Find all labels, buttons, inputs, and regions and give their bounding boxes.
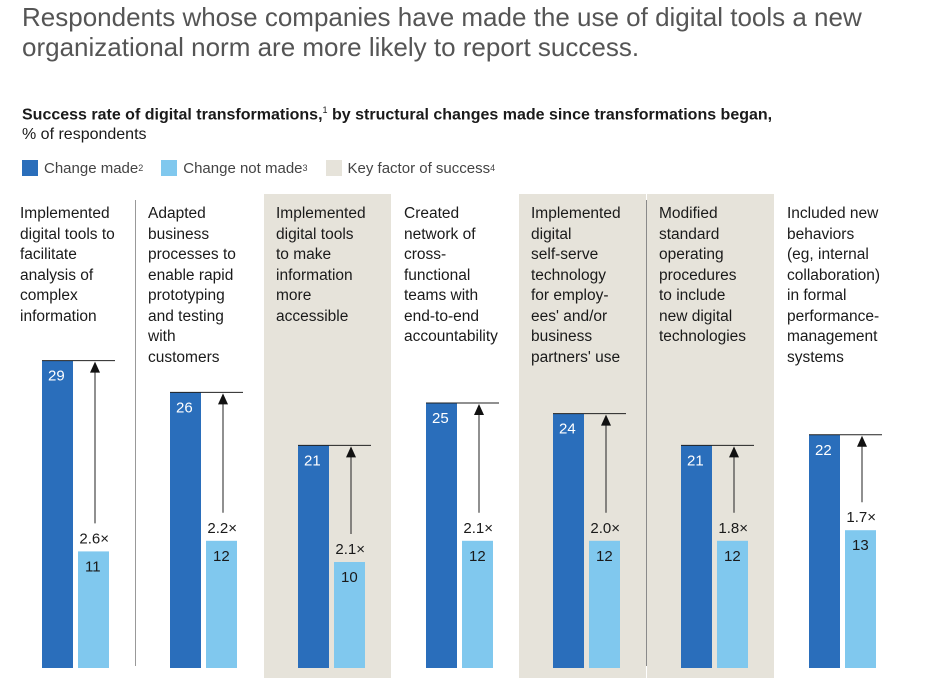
arrow-head bbox=[218, 393, 228, 405]
bar-change-not-made bbox=[589, 540, 620, 668]
legend-swatch-change-not-made bbox=[161, 160, 178, 176]
multiplier-label: 2.1× bbox=[335, 541, 365, 558]
value-label-change-made: 21 bbox=[687, 452, 704, 469]
bar-change-not-made bbox=[462, 540, 493, 668]
subtitle-footnote: 1 bbox=[322, 105, 328, 115]
bar-change-made bbox=[809, 434, 840, 668]
category-label: Created network of cross- functional tea… bbox=[404, 205, 498, 345]
legend-item-key-factor: Key factor of success 4 bbox=[325, 159, 496, 177]
legend-footnote-change-not-made: 3 bbox=[302, 163, 308, 173]
category-label: Included new behaviors (eg, internal col… bbox=[787, 205, 881, 366]
legend-label-change-not-made: Change not made bbox=[183, 159, 303, 177]
headline: Respondents whose companies have made th… bbox=[22, 2, 862, 62]
value-label-change-made: 25 bbox=[432, 410, 449, 427]
bar-change-made bbox=[553, 413, 584, 668]
category-label: Implemented digital tools to facilitate … bbox=[20, 205, 115, 325]
value-label-change-not-made: 11 bbox=[85, 558, 101, 575]
value-label-change-not-made: 12 bbox=[469, 548, 486, 565]
bar-change-not-made bbox=[78, 551, 109, 668]
arrow-head bbox=[601, 414, 611, 426]
bar-change-made bbox=[170, 392, 201, 668]
arrow-head bbox=[346, 446, 356, 458]
legend-item-change-made: Change made 2 bbox=[22, 160, 143, 177]
legend-label-change-made: Change made bbox=[44, 159, 139, 177]
legend: Change made 2 Change not made 3 Key factor… bbox=[22, 158, 513, 178]
bar-change-not-made bbox=[717, 540, 748, 668]
bar-change-not-made bbox=[845, 530, 876, 668]
value-label-change-not-made: 12 bbox=[213, 548, 230, 565]
value-label-change-made: 29 bbox=[48, 368, 65, 385]
multiplier-label: 1.8× bbox=[718, 520, 748, 537]
value-label-change-not-made: 13 bbox=[852, 537, 869, 554]
value-label-change-not-made: 10 bbox=[341, 569, 358, 586]
subtitle-bold-rest: by structural changes made since transfo… bbox=[327, 106, 773, 124]
subtitle-bold: Success rate of digital transformations, bbox=[22, 106, 323, 124]
legend-footnote-change-made: 2 bbox=[138, 163, 144, 173]
legend-swatch-change-made bbox=[22, 160, 38, 176]
legend-label-key-factor: Key factor of success bbox=[347, 159, 491, 177]
multiplier-label: 2.2× bbox=[207, 520, 237, 537]
legend-swatch-key-factor bbox=[325, 160, 342, 176]
value-label-change-made: 22 bbox=[815, 442, 832, 459]
chart-subtitle: Success rate of digital transformations,… bbox=[22, 100, 932, 145]
legend-item-change-not-made: Change not made 3 bbox=[161, 159, 308, 177]
value-label-change-not-made: 12 bbox=[596, 548, 613, 565]
multiplier-label: 1.7× bbox=[846, 509, 876, 526]
arrow-head bbox=[90, 361, 100, 373]
category-label: Modified standard operating procedures t… bbox=[659, 205, 747, 345]
value-label-change-not-made: 12 bbox=[724, 548, 741, 565]
bar-change-made bbox=[426, 403, 457, 668]
value-label-change-made: 21 bbox=[304, 452, 321, 469]
legend-footnote-key-factor: 4 bbox=[490, 163, 496, 173]
multiplier-label: 2.1× bbox=[463, 520, 493, 537]
multiplier-label: 2.0× bbox=[590, 520, 620, 537]
bar-change-made bbox=[681, 445, 712, 668]
category-label: Implemented digital self-serve technolog… bbox=[531, 205, 621, 366]
multiplier-label: 2.6× bbox=[79, 530, 109, 547]
arrow-head bbox=[857, 435, 867, 447]
arrow-head bbox=[729, 446, 739, 458]
bar-change-not-made bbox=[334, 562, 365, 668]
subtitle-unit: % of respondents bbox=[22, 126, 147, 144]
column-divider bbox=[135, 200, 136, 666]
category-label: Implemented digital tools to make inform… bbox=[276, 205, 366, 325]
arrow-head bbox=[474, 404, 484, 415]
bar-change-made bbox=[298, 445, 329, 668]
category-label: Adapted business processes to enable rap… bbox=[148, 205, 236, 366]
column-divider bbox=[646, 200, 647, 666]
value-label-change-made: 26 bbox=[176, 399, 193, 416]
value-label-change-made: 24 bbox=[559, 421, 576, 438]
bar-change-made bbox=[42, 360, 73, 668]
bar-change-not-made bbox=[206, 540, 237, 668]
